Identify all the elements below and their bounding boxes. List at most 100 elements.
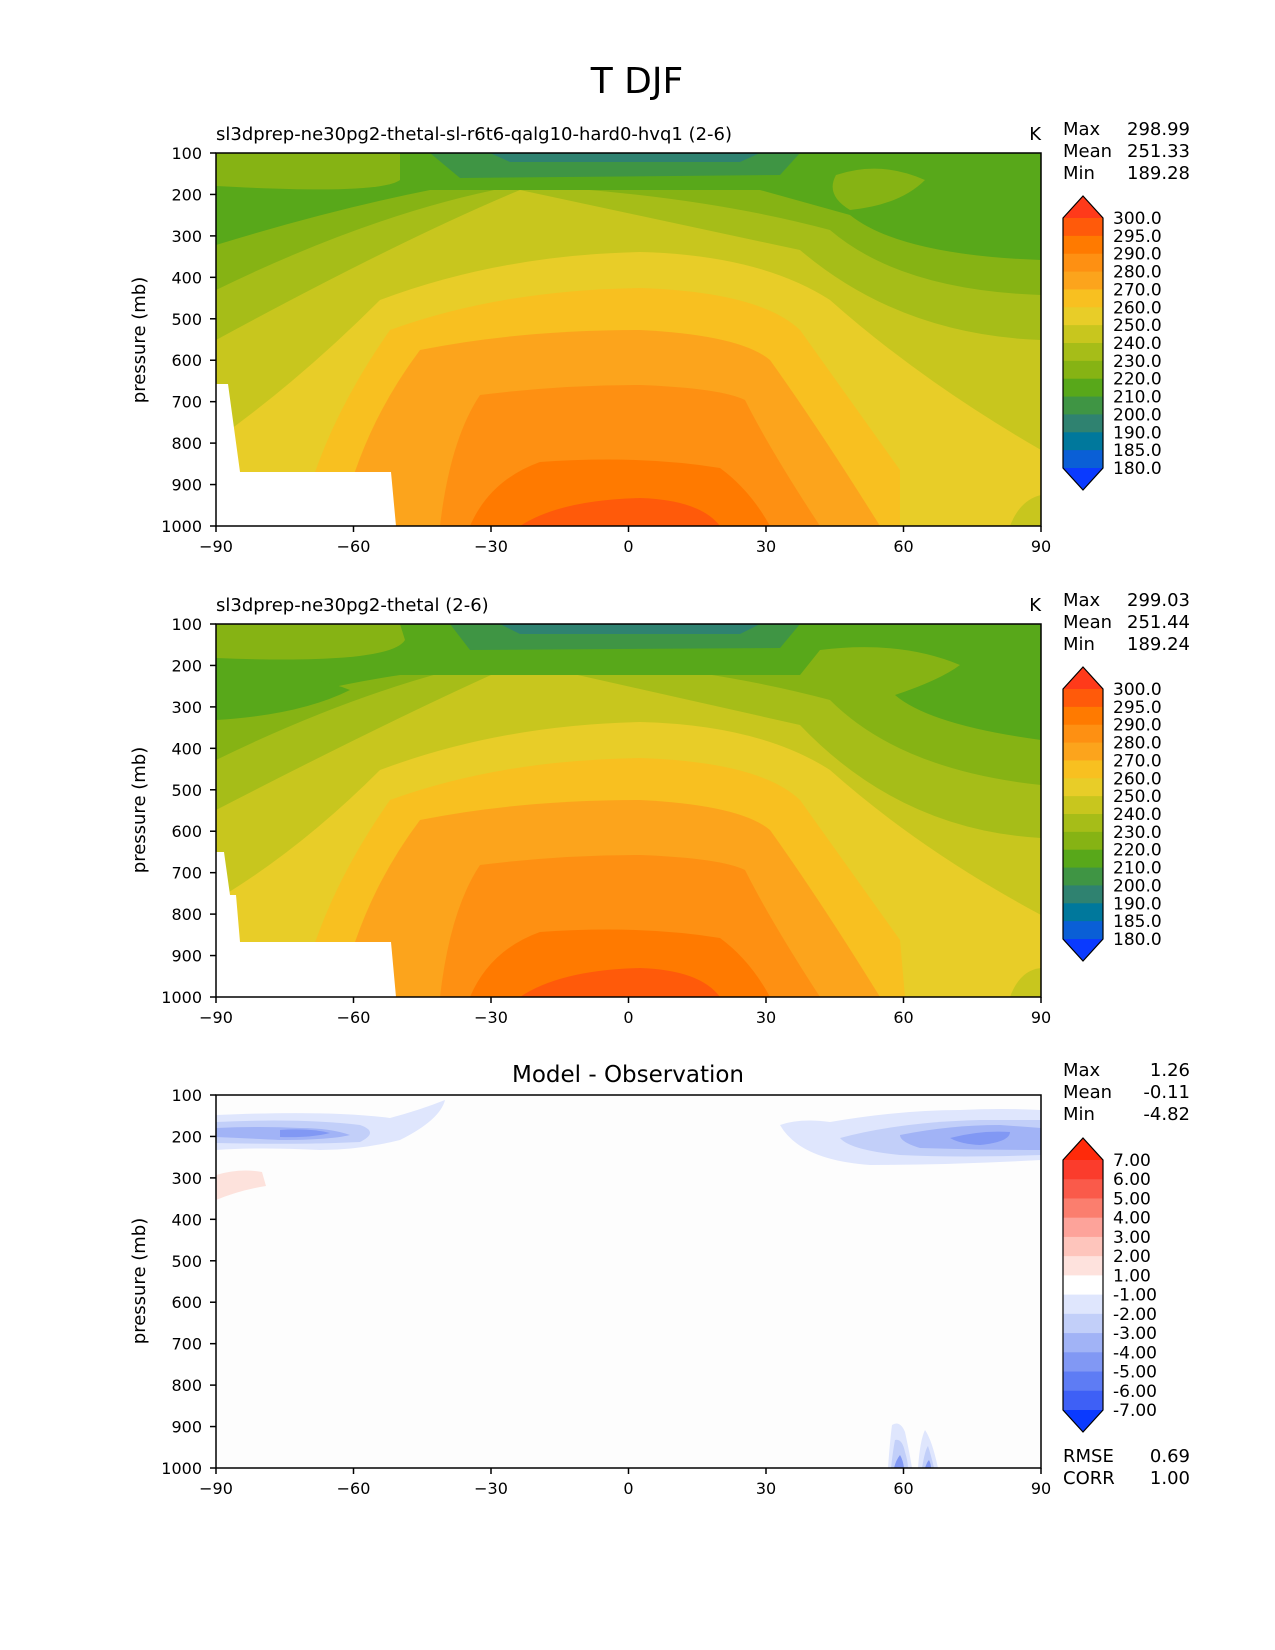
contour-fill-190 — [500, 624, 760, 634]
stats-block: Max 299.03 Mean 251.44 Min 189.24 — [1063, 590, 1190, 655]
colorbar-tick-label: 7.00 — [1113, 1151, 1151, 1171]
colorbar-segment — [1063, 271, 1103, 291]
y-tick-label: 1000 — [161, 1459, 202, 1478]
colorbar-segment — [1063, 849, 1103, 869]
max-label: Max — [1063, 119, 1101, 140]
panel-title: sl3dprep-ne30pg2-thetal-sl-r6t6-qalg10-h… — [216, 124, 732, 145]
y-tick-label: 1000 — [161, 988, 202, 1007]
colorbar-tick-label: 280.0 — [1113, 734, 1162, 754]
y-tick-label: 900 — [171, 947, 202, 966]
x-tick-label: −30 — [474, 1008, 508, 1027]
colorbar-tick-label: 240.0 — [1113, 805, 1162, 825]
x-tick-label: −90 — [199, 537, 233, 556]
y-axis-label: pressure (mb) — [129, 1218, 150, 1344]
colorbar-segment — [1063, 1333, 1103, 1353]
colorbar-segment — [1063, 1390, 1103, 1411]
colorbar-segment — [1063, 450, 1103, 469]
max-label: Max — [1063, 590, 1101, 611]
colorbar-tick-label: 6.00 — [1113, 1170, 1151, 1190]
colorbar-segment — [1063, 1198, 1103, 1219]
colorbar-segment — [1063, 760, 1103, 779]
colorbar-tick-label: -2.00 — [1113, 1305, 1157, 1325]
colorbar-tick-label: 240.0 — [1113, 334, 1162, 354]
colorbar-tick-label: 290.0 — [1113, 245, 1162, 265]
missing-data-mask — [216, 852, 396, 997]
colorbar-tick-label: 220.0 — [1113, 370, 1162, 390]
colorbar-segment — [1063, 1236, 1103, 1257]
y-tick-label: 100 — [171, 615, 202, 634]
colorbar-segment — [1063, 414, 1103, 433]
colorbar-tick-label: 250.0 — [1113, 316, 1162, 336]
colorbar-tick-label: 260.0 — [1113, 298, 1162, 318]
panel-model: sl3dprep-ne30pg2-thetal-sl-r6t6-qalg10-h… — [129, 119, 1190, 556]
colorbar-outline — [1062, 1137, 1104, 1433]
colorbar-extend-bottom — [1063, 1410, 1103, 1432]
y-tick-label: 500 — [171, 781, 202, 800]
colorbar-extend-bottom — [1063, 939, 1103, 961]
y-tick-label: 700 — [171, 1335, 202, 1354]
colorbar-tick-label: -3.00 — [1113, 1324, 1157, 1344]
colorbar-tick-label: 210.0 — [1113, 388, 1162, 408]
colorbar: 300.0295.0290.0280.0270.0260.0250.0240.0… — [1062, 195, 1162, 491]
colorbar-segment — [1063, 885, 1103, 904]
colorbar-segment — [1063, 325, 1103, 344]
y-tick-label: 500 — [171, 1252, 202, 1271]
contour-fill-220-right — [832, 168, 925, 210]
x-tick-label: −90 — [199, 1008, 233, 1027]
colorbar-segment — [1063, 218, 1103, 237]
mean-label: Mean — [1063, 1082, 1112, 1103]
colorbar-tick-label: 200.0 — [1113, 405, 1162, 425]
x-axis: −90 −60 −30 0 30 60 90 — [199, 997, 1051, 1027]
y-axis: 100 200 300 400 500 600 700 800 900 1000 — [161, 1086, 216, 1478]
panel-title: Model - Observation — [512, 1062, 744, 1088]
y-tick-label: 800 — [171, 434, 202, 453]
colorbar-extend-top — [1063, 196, 1103, 218]
colorbar-segment — [1063, 796, 1103, 815]
y-tick-label: 300 — [171, 698, 202, 717]
contour-fill-210-left — [216, 676, 350, 720]
contour-fill-250-right-corner — [1010, 968, 1041, 997]
x-axis: −90 −60 −30 0 30 60 90 — [199, 526, 1051, 556]
colorbar-segment — [1063, 307, 1103, 326]
figure-title: T DJF — [590, 61, 683, 102]
units-label: K — [1029, 124, 1042, 145]
colorbar-segment — [1063, 814, 1103, 833]
colorbar-segment — [1063, 867, 1103, 887]
x-tick-label: −30 — [474, 1479, 508, 1498]
contour-field-difference — [216, 1095, 1041, 1468]
colorbar-tick-label: 3.00 — [1113, 1228, 1151, 1248]
colorbar-tick-label: 280.0 — [1113, 263, 1162, 283]
contour-field-reference — [216, 624, 1041, 997]
max-value: 1.26 — [1150, 1060, 1190, 1081]
y-tick-label: 300 — [171, 227, 202, 246]
colorbar-segment — [1063, 1275, 1103, 1296]
colorbar-segment — [1063, 378, 1103, 398]
colorbar-outline — [1062, 666, 1104, 962]
colorbar-segment — [1063, 1256, 1103, 1276]
corr-label: CORR — [1063, 1468, 1115, 1489]
colorbar-tick-label: 295.0 — [1113, 698, 1162, 718]
y-tick-label: 600 — [171, 351, 202, 370]
y-axis: 100 200 300 400 500 600 700 800 900 1000 — [161, 144, 216, 536]
colorbar-tick-label: 300.0 — [1113, 209, 1162, 229]
mean-value: 251.44 — [1127, 612, 1190, 633]
x-tick-label: 30 — [756, 537, 776, 556]
colorbar: 300.0295.0290.0280.0270.0260.0250.0240.0… — [1062, 666, 1162, 962]
panel-difference: Model - Observation pressure (mb) −90 −60… — [129, 1060, 1190, 1498]
x-tick-label: 30 — [756, 1479, 776, 1498]
corr-value: 1.00 — [1150, 1468, 1190, 1489]
min-value: -4.82 — [1143, 1104, 1190, 1125]
metrics-block: RMSE 0.69 CORR 1.00 — [1063, 1446, 1190, 1489]
stats-block: Max 1.26 Mean -0.11 Min -4.82 — [1063, 1060, 1190, 1125]
contour-fill-pos1-left — [216, 1170, 266, 1200]
y-tick-label: 700 — [171, 864, 202, 883]
y-axis-label: pressure (mb) — [129, 277, 150, 403]
x-tick-label: −60 — [337, 1479, 371, 1498]
colorbar-extend-bottom — [1063, 468, 1103, 490]
colorbar-tick-label: 220.0 — [1113, 841, 1162, 861]
stats-block: Max 298.99 Mean 251.33 Min 189.28 — [1063, 119, 1190, 184]
colorbar-tick-label: 300.0 — [1113, 680, 1162, 700]
y-tick-label: 300 — [171, 1169, 202, 1188]
contour-fill-295 — [520, 968, 720, 997]
